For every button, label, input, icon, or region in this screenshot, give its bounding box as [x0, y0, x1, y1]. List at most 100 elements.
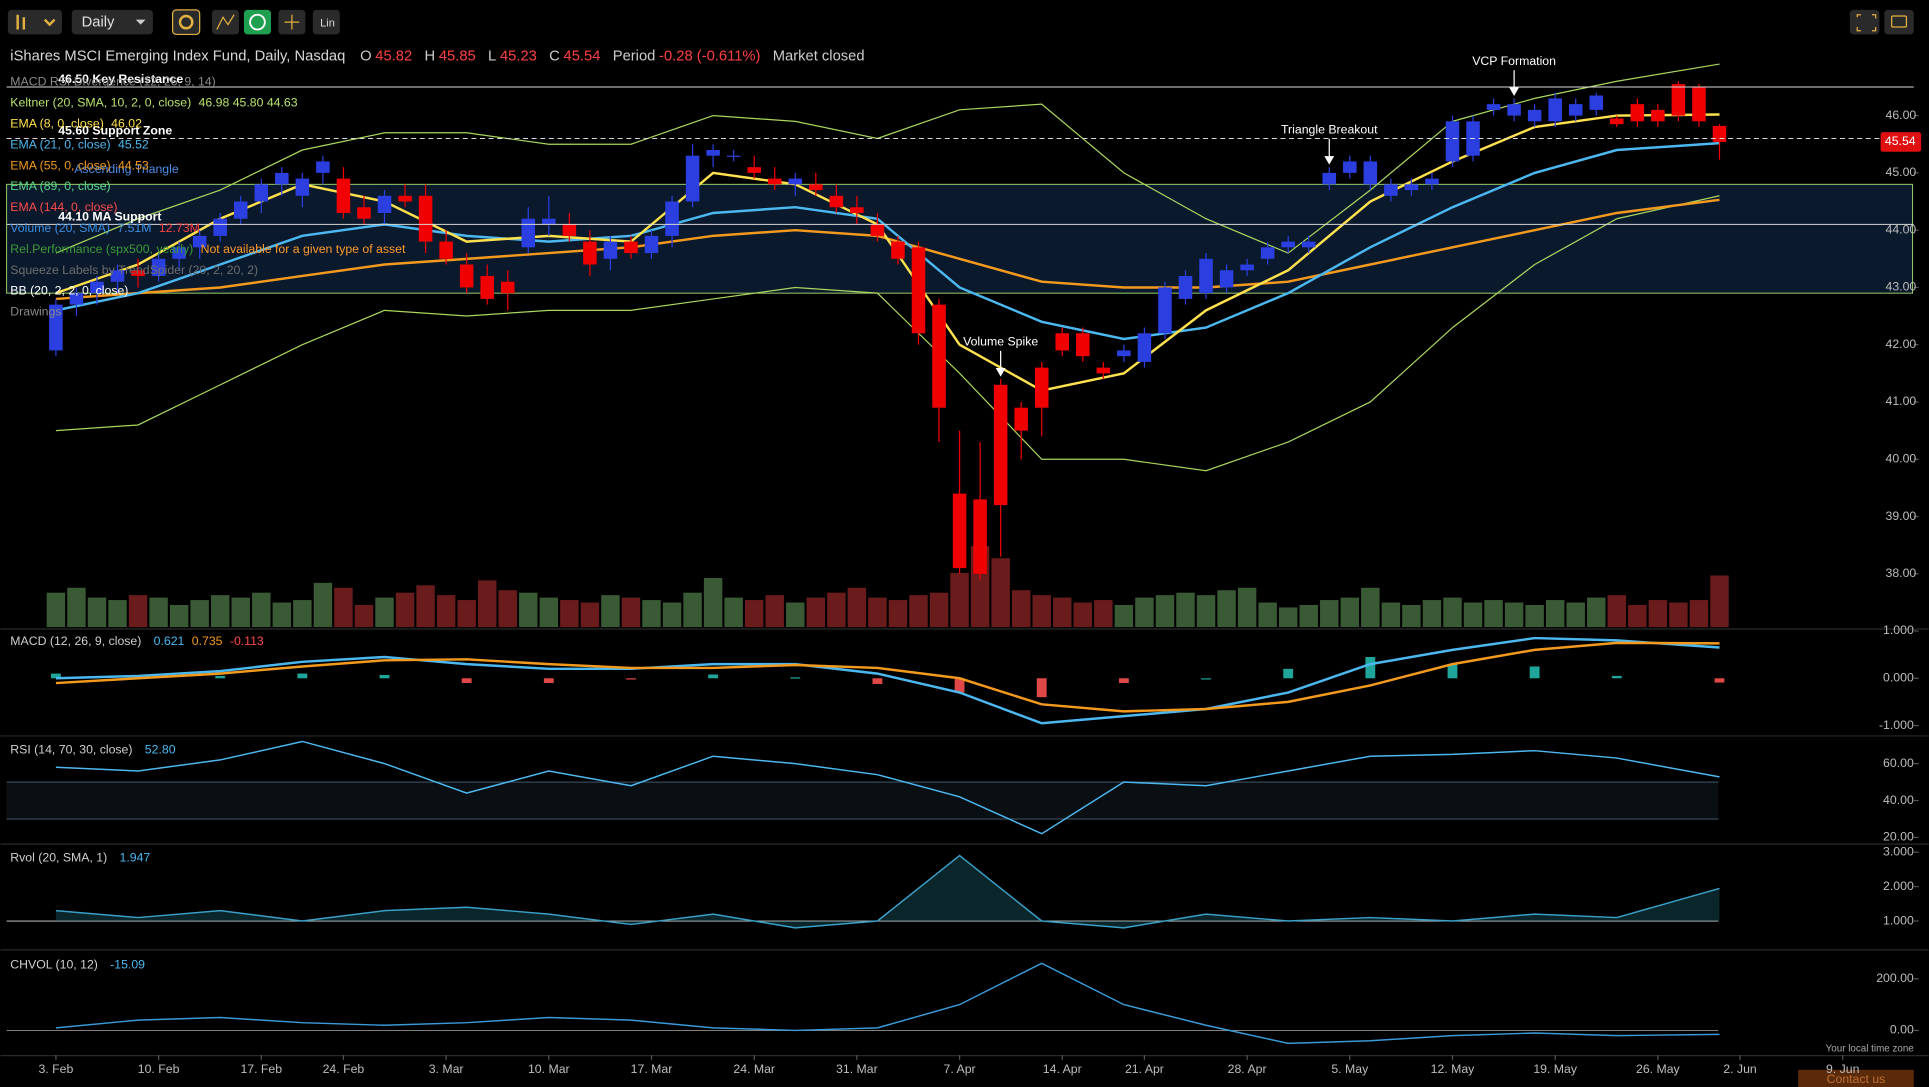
candle-body — [1671, 84, 1686, 116]
level-label: 44.10 MA Support — [58, 209, 161, 223]
candle-body — [480, 275, 494, 299]
candle-body — [398, 195, 412, 202]
last-price-tag — [1880, 132, 1922, 152]
volume-bar — [1402, 604, 1421, 628]
volume-bar — [888, 600, 908, 628]
y-tick-label: 0.00 — [1890, 1023, 1914, 1037]
candle-body — [1117, 350, 1131, 357]
triangle-zone — [6, 183, 1914, 294]
candle-body — [850, 207, 864, 213]
period-value: -0.28 (-0.611%) — [659, 48, 760, 64]
volume-bar — [1278, 607, 1298, 628]
volume-bar — [498, 590, 517, 628]
chart-type-button[interactable] — [7, 9, 62, 35]
panel-title: MACD (12, 26, 9, close) — [10, 634, 141, 648]
candle-body — [49, 304, 63, 351]
volume-bar — [416, 585, 435, 628]
y-tick-label: 200.00 — [1876, 971, 1914, 985]
volume-bar — [519, 592, 538, 628]
area-fill — [55, 855, 1720, 928]
volume-bar — [786, 602, 805, 628]
candle-body — [1425, 178, 1439, 185]
volume-bar — [272, 602, 292, 628]
candle-body — [254, 184, 269, 202]
candle-body — [275, 172, 289, 185]
x-tick-label: 19. May — [1533, 1062, 1578, 1076]
indicator-line — [55, 854, 1720, 929]
volume-bar — [354, 604, 374, 628]
volume-bar — [1422, 600, 1442, 628]
volume-bar — [683, 592, 702, 628]
candle-body — [521, 218, 536, 248]
volume-bar — [601, 595, 620, 628]
indicator-label: Volume (20, SMA) — [10, 221, 110, 235]
indicator-label: EMA (55, 0, close) — [10, 158, 110, 172]
histogram-bar — [1036, 678, 1047, 698]
panel-reading: 1.947 — [120, 851, 151, 865]
candle-body — [1527, 109, 1542, 122]
scale-button[interactable] — [312, 9, 340, 35]
x-tick-label: 10. Feb — [138, 1062, 180, 1076]
indicator-button[interactable] — [211, 9, 240, 35]
candle-body — [459, 264, 474, 288]
volume-bar — [395, 592, 415, 628]
contact-button[interactable] — [1798, 1069, 1914, 1087]
interval-select[interactable] — [71, 9, 153, 35]
y-tick-label: 43.00 — [1886, 280, 1917, 294]
candle-body — [603, 241, 618, 259]
candle-body — [131, 270, 145, 276]
indicator-value: 45.52 — [118, 137, 149, 151]
volume-bar — [334, 587, 353, 628]
y-tick-label: 40.00 — [1883, 793, 1914, 807]
replay-button[interactable] — [243, 9, 271, 35]
volume-bar — [1689, 600, 1709, 628]
level-label: 45.60 Support Zone — [58, 123, 172, 137]
volume-bar — [1135, 597, 1154, 628]
y-tick-label: 1.000 — [1883, 913, 1914, 927]
volume-bar — [1011, 590, 1031, 628]
indicator-value: Not available for a given type of asset — [201, 242, 406, 256]
contact-label: Contact us — [1827, 1072, 1886, 1086]
candle-body — [213, 218, 227, 236]
candle-body — [90, 281, 104, 294]
volume-bar — [662, 602, 682, 628]
histogram-bar — [1447, 664, 1458, 679]
volume-bar — [621, 597, 641, 628]
candle-body — [1712, 125, 1727, 142]
indicator-label: Keltner (20, SMA, 10, 2, 0, close) — [10, 96, 191, 110]
histogram-bar — [954, 678, 965, 693]
histogram-bar — [297, 673, 308, 679]
candle-body — [542, 218, 556, 225]
candle-body — [1301, 241, 1316, 248]
snapshot-button[interactable] — [1884, 9, 1914, 35]
volume-bar — [765, 595, 784, 628]
volume-bar — [1155, 595, 1175, 628]
settings-button[interactable] — [171, 9, 201, 36]
chart-type-icon — [16, 14, 56, 30]
panel-reading: 0.621 — [154, 634, 185, 648]
candle-body — [1507, 104, 1521, 116]
panel-reading: -0.113 — [230, 634, 264, 648]
candle-body — [788, 178, 803, 185]
candle-body — [644, 235, 659, 254]
candle-body — [1404, 184, 1419, 191]
histogram-bar — [1365, 657, 1376, 679]
volume-bar — [1710, 575, 1729, 628]
indicator-label: BB (20, 2, 2, 0, close) — [10, 284, 128, 298]
volume-bar — [580, 602, 600, 628]
volume-bar — [128, 595, 148, 628]
candle-body — [767, 178, 782, 185]
candle-body — [932, 304, 946, 408]
histogram-bar — [379, 674, 390, 679]
histogram-bar — [790, 677, 801, 679]
candle-body — [562, 224, 577, 236]
volume-bar — [1073, 602, 1093, 628]
zone-label: Ascending Triangle — [74, 162, 179, 176]
candle-body — [993, 384, 1008, 506]
volume-bar — [108, 600, 127, 628]
candle-body — [439, 241, 453, 259]
x-tick-label: 10. Mar — [528, 1062, 570, 1076]
histogram-bar — [543, 678, 554, 684]
volume-bar — [1628, 604, 1647, 628]
candle-body — [1651, 109, 1665, 122]
